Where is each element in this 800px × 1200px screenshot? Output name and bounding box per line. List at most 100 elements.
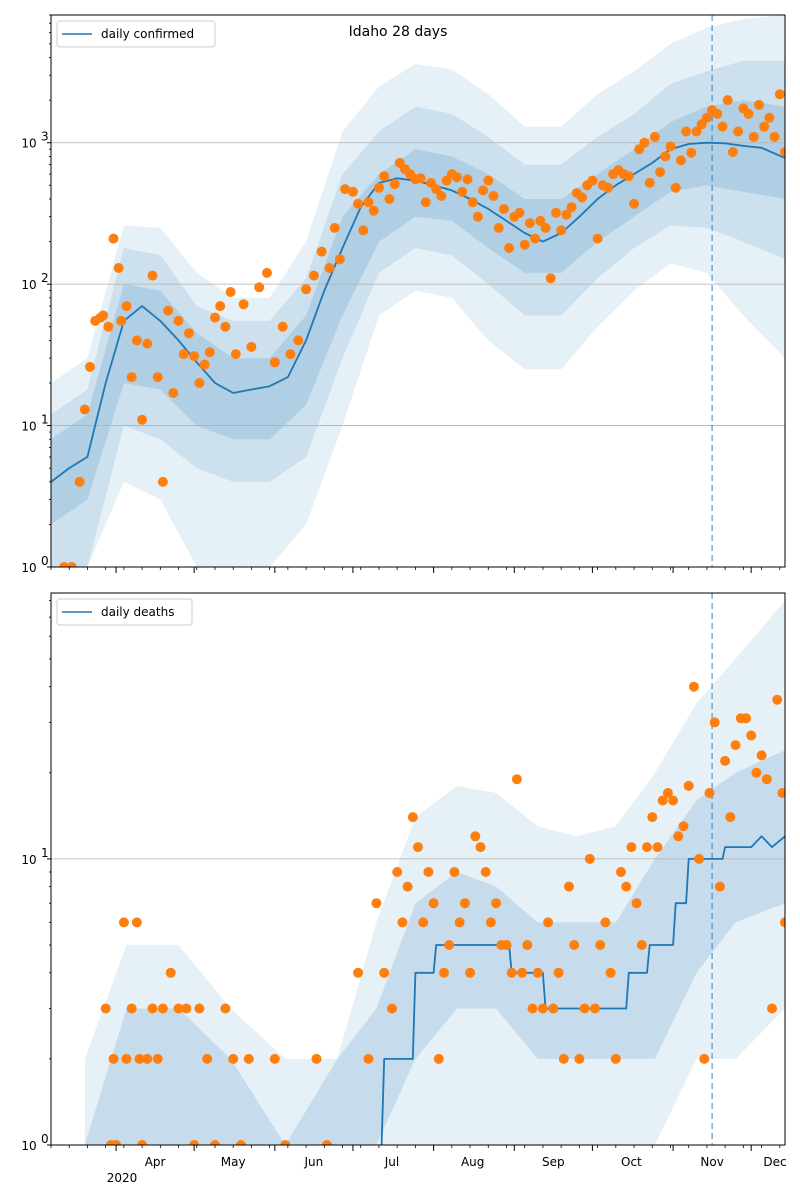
deaths-point (131, 917, 142, 928)
deaths-point (741, 713, 751, 724)
deaths-point (605, 967, 616, 978)
deaths-point (569, 940, 580, 950)
deaths-point (725, 812, 736, 823)
deaths-point (402, 881, 413, 892)
deaths-point (642, 842, 652, 853)
confirmed-point (655, 167, 666, 178)
plot-frame (50, 592, 786, 1146)
chart-title: Idaho 28 days (349, 24, 448, 40)
confirmed-point (457, 186, 468, 197)
confirmed-point (66, 562, 77, 567)
deaths-point (720, 755, 731, 766)
confirmed-point (722, 95, 733, 106)
confirmed-point (592, 233, 603, 244)
y-tick-label: 10 (21, 853, 36, 867)
deaths-point (511, 774, 522, 785)
confirmed-point (717, 121, 728, 132)
confirmed-point (285, 349, 296, 360)
deaths-point (485, 917, 496, 928)
deaths-point (564, 881, 574, 892)
deaths-point (459, 898, 470, 909)
deaths-point (243, 1053, 254, 1064)
confirmed-point (649, 131, 660, 142)
deaths-point (321, 1140, 332, 1145)
confirmed-point (210, 312, 220, 323)
deaths-point (220, 1003, 231, 1014)
confirmed-point (157, 476, 168, 487)
confirmed-point (324, 263, 335, 273)
deaths-point (574, 1053, 585, 1064)
deaths-point (126, 1003, 137, 1014)
confirmed-point (603, 182, 613, 193)
deaths-point (506, 967, 517, 978)
deaths-point (118, 917, 129, 928)
deaths-point (751, 767, 762, 778)
confirmed-point (727, 147, 738, 157)
confirmed-point (358, 225, 369, 236)
confirmed-point (743, 108, 754, 119)
deaths-point (108, 1053, 119, 1064)
confirmed-point (215, 301, 226, 312)
confirmed-point (644, 177, 655, 188)
confirmed-point (577, 192, 587, 203)
confirmed-point (530, 233, 541, 244)
confirmed-point (368, 205, 379, 216)
confirmed-point (334, 254, 345, 265)
deaths-point (657, 795, 668, 806)
confirmed-point (173, 315, 184, 326)
confirmed-point (277, 321, 288, 332)
x-tick-label: Jun (304, 1155, 324, 1169)
inner-band (51, 100, 785, 525)
confirmed-point (483, 175, 494, 186)
deaths-point (397, 917, 408, 928)
confirmed-point (353, 198, 364, 209)
confirmed-point (467, 197, 478, 208)
confirmed-point (329, 222, 340, 233)
deaths-point (527, 1003, 538, 1014)
confirmed-point (436, 191, 447, 201)
deaths-legend: daily deaths (56, 598, 193, 626)
confirmed-point (415, 173, 426, 184)
legend-label: daily confirmed (101, 27, 194, 41)
confirmed-point (163, 305, 174, 316)
confirmed-point (379, 171, 390, 182)
deaths-point (454, 917, 465, 928)
confirmed-point (340, 184, 351, 195)
confirmed-point (178, 349, 189, 360)
deaths-point (543, 917, 554, 928)
confirmed-point (660, 151, 671, 162)
deaths-point (548, 1003, 559, 1014)
confirmed-point (254, 282, 265, 293)
deaths-point (595, 940, 606, 950)
confirmed-point (733, 126, 744, 137)
confirmed-point (764, 112, 775, 123)
deaths-point (610, 1053, 621, 1064)
confirmed-point (561, 209, 572, 220)
confirmed-point (152, 372, 163, 383)
confirmed-point (686, 147, 697, 158)
deaths-point (714, 881, 725, 892)
deaths-point (767, 1003, 777, 1014)
confirmed-point (556, 225, 567, 236)
confirmed-point (131, 335, 142, 346)
deaths-point (673, 831, 684, 842)
x-tick-label: Apr (145, 1155, 166, 1169)
confirmed-point (389, 179, 400, 190)
confirmed-point (780, 147, 785, 157)
deaths-point (616, 867, 626, 877)
deaths-point (662, 788, 673, 798)
deaths-point (647, 812, 658, 823)
confirmed-point (670, 182, 681, 193)
confirmed-point (754, 99, 764, 110)
x-tick-label: Aug (461, 1155, 484, 1169)
deaths-point (418, 917, 429, 928)
confirmed-panel: 10 0 10 1 10 2 10 3 Idaho 28 days daily confirm… (21, 14, 786, 575)
deaths-point (678, 821, 689, 832)
deaths-point (636, 940, 647, 950)
confirmed-point (623, 171, 634, 182)
deaths-point (777, 788, 785, 798)
confirmed-point (246, 341, 257, 352)
deaths-point (746, 730, 757, 741)
confirmed-point (199, 359, 210, 370)
